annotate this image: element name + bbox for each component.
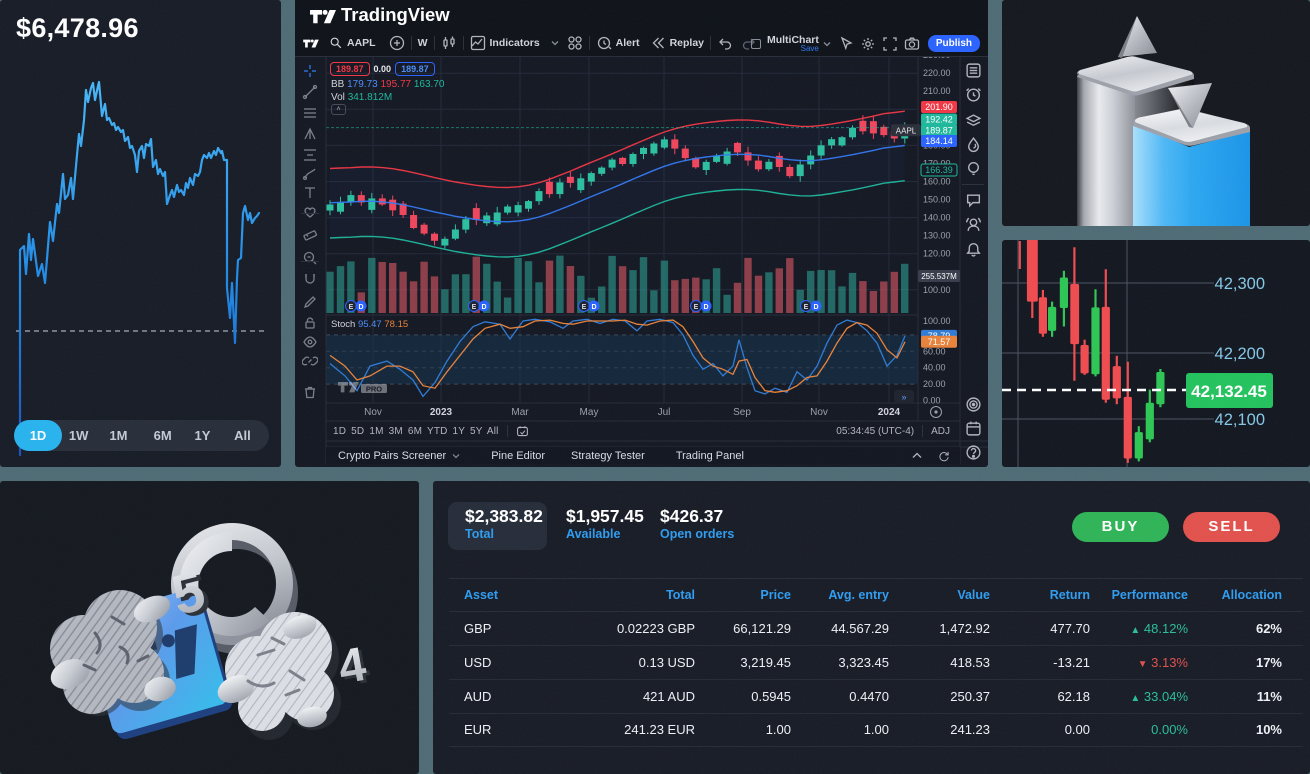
svg-text:May: May — [580, 407, 599, 418]
svg-text:D: D — [703, 304, 708, 311]
svg-text:20.00: 20.00 — [923, 379, 946, 389]
svg-text:71.57: 71.57 — [928, 337, 951, 347]
svg-text:PRO: PRO — [366, 384, 382, 393]
svg-text:166.39: 166.39 — [925, 165, 953, 175]
svg-text:AAPL: AAPL — [896, 127, 917, 136]
svg-text:E: E — [472, 304, 477, 311]
svg-text:130.00: 130.00 — [923, 231, 951, 241]
svg-text:120.00: 120.00 — [923, 249, 951, 259]
svg-text:Jul: Jul — [658, 407, 671, 418]
svg-text:255.537M: 255.537M — [921, 272, 957, 281]
svg-text:Nov: Nov — [364, 407, 382, 418]
svg-text:D: D — [358, 304, 363, 311]
svg-text:42,300: 42,300 — [1215, 275, 1265, 293]
svg-text:E: E — [349, 304, 354, 311]
svg-text:42,200: 42,200 — [1215, 345, 1265, 363]
svg-text:220.00: 220.00 — [923, 68, 951, 78]
svg-text:42,132.45: 42,132.45 — [1191, 382, 1267, 401]
svg-text:192.42: 192.42 — [925, 115, 953, 125]
svg-text:40.00: 40.00 — [923, 363, 946, 373]
svg-text:Mar: Mar — [511, 407, 529, 418]
svg-text:2024: 2024 — [878, 407, 901, 418]
svg-text:42,100: 42,100 — [1215, 411, 1265, 429]
svg-text:160.00: 160.00 — [923, 177, 951, 187]
svg-text:201.90: 201.90 — [925, 102, 953, 112]
svg-text:Nov: Nov — [810, 407, 828, 418]
svg-text:E: E — [804, 304, 809, 311]
svg-text:100.00: 100.00 — [923, 316, 951, 326]
svg-text:D: D — [591, 304, 596, 311]
svg-text:140.00: 140.00 — [923, 213, 951, 223]
svg-text:150.00: 150.00 — [923, 195, 951, 205]
svg-text:»: » — [901, 392, 906, 402]
svg-text:Sep: Sep — [733, 407, 751, 418]
svg-text:0.00: 0.00 — [923, 396, 941, 406]
svg-text:100.00: 100.00 — [923, 285, 951, 295]
svg-text:E: E — [582, 304, 587, 311]
svg-text:D: D — [481, 304, 486, 311]
svg-text:210.00: 210.00 — [923, 86, 951, 96]
svg-text:189.87: 189.87 — [925, 126, 953, 136]
svg-text:D: D — [813, 304, 818, 311]
svg-text:2023: 2023 — [430, 407, 453, 418]
svg-text:184.14: 184.14 — [925, 136, 953, 146]
svg-text:E: E — [694, 304, 699, 311]
